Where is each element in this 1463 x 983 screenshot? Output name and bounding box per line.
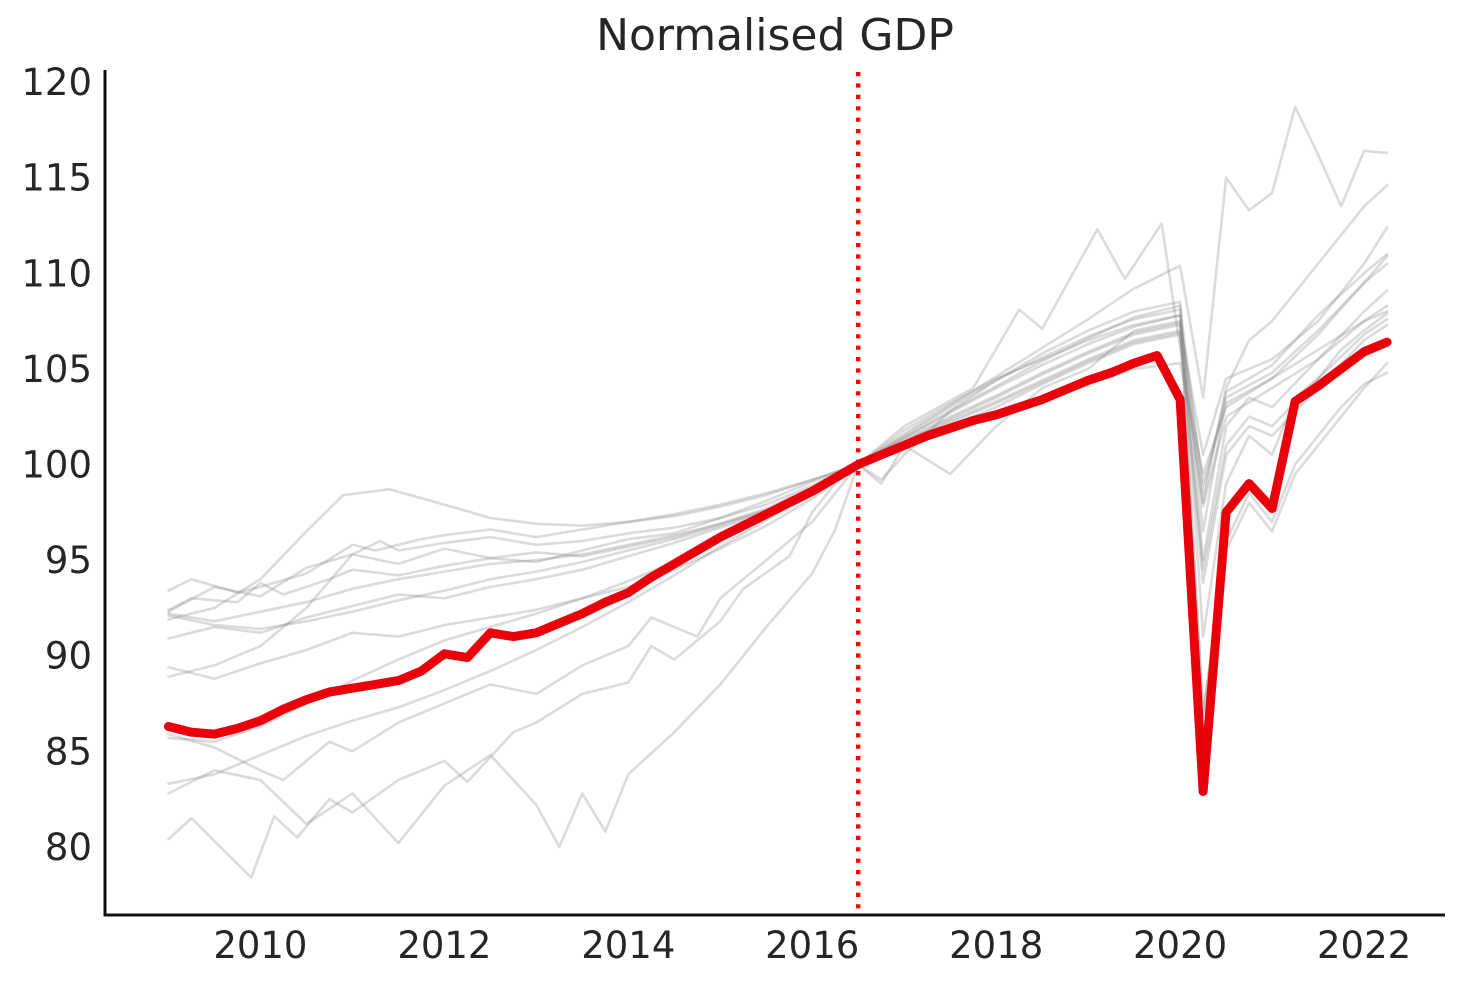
background-series-line bbox=[167, 105, 1389, 614]
background-series-line bbox=[167, 254, 1389, 621]
background-series-line bbox=[167, 313, 1389, 782]
y-tick-label: 95 bbox=[45, 539, 92, 582]
y-axis-tick-labels: 80 85 90 95 100 105 110 115 120 bbox=[21, 61, 92, 869]
y-tick-label: 90 bbox=[45, 635, 92, 678]
background-series-line bbox=[167, 323, 1389, 679]
chart-title: Normalised GDP bbox=[596, 10, 954, 61]
y-tick-label: 80 bbox=[45, 826, 92, 869]
x-tick-label: 2014 bbox=[581, 924, 675, 967]
y-tick-label: 110 bbox=[21, 252, 92, 295]
x-tick-label: 2010 bbox=[213, 924, 307, 967]
y-tick-label: 105 bbox=[21, 348, 92, 391]
background-series-line bbox=[167, 289, 1389, 744]
x-tick-label: 2018 bbox=[949, 924, 1043, 967]
x-tick-label: 2020 bbox=[1133, 924, 1227, 967]
background-series-line bbox=[167, 317, 1389, 612]
background-series-line bbox=[167, 184, 1389, 681]
background-series-line bbox=[167, 304, 1389, 594]
x-tick-label: 2022 bbox=[1317, 924, 1411, 967]
y-tick-label: 100 bbox=[21, 444, 92, 487]
highlight-series-line bbox=[164, 337, 1392, 796]
axis-spines bbox=[103, 70, 1445, 917]
x-tick-label: 2012 bbox=[397, 924, 491, 967]
x-tick-label: 2016 bbox=[765, 924, 859, 967]
y-tick-label: 115 bbox=[21, 157, 92, 200]
y-tick-label: 85 bbox=[45, 730, 92, 773]
background-series-line bbox=[167, 319, 1389, 849]
y-tick-label: 120 bbox=[21, 61, 92, 104]
x-axis-tick-labels: 2010 2012 2014 2016 2018 2020 2022 bbox=[213, 924, 1411, 967]
background-series-line bbox=[167, 300, 1389, 879]
